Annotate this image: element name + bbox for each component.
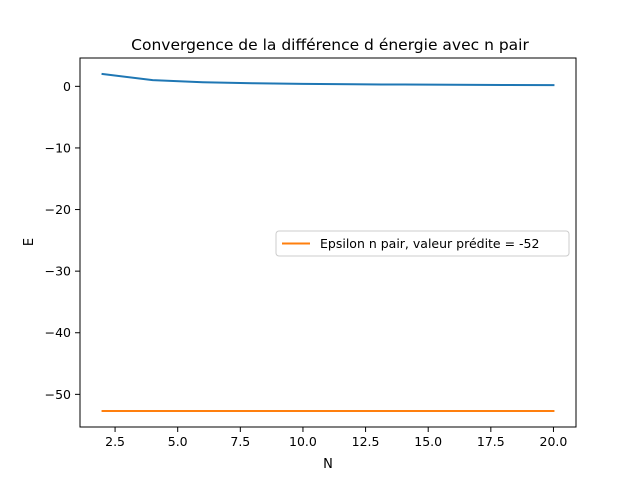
x-tick-label: 17.5 [477,434,505,449]
legend-box [275,230,570,257]
chart-title: Convergence de la différence d énergie a… [131,36,529,54]
x-axis: 2.5 5.0 7.5 10.0 12.5 15.0 17.5 20.0 [105,427,567,449]
y-tick-label: −40 [45,325,71,340]
x-tick-label: 5.0 [168,434,188,449]
series-layer [101,72,555,412]
series-line-0 [101,72,555,87]
y-tick-label: −20 [45,202,71,217]
x-axis-label: N [323,457,333,472]
x-tick-label: 20.0 [540,434,568,449]
y-tick-label: −30 [45,264,71,279]
x-tick-label: 12.5 [352,434,380,449]
legend-label: Epsilon n pair, valeur prédite = -52 [320,236,539,251]
y-axis-label: E [22,238,37,246]
x-tick-label: 15.0 [414,434,442,449]
x-tick-label: 2.5 [105,434,125,449]
y-tick-label: −50 [45,387,71,402]
x-tick-label: 10.0 [289,434,317,449]
y-tick-label: 0 [63,79,71,94]
x-tick-label: 7.5 [230,434,250,449]
legend: Epsilon n pair, valeur prédite = -52 [275,230,570,257]
y-tick-label: −10 [45,140,71,155]
y-axis: 0 −10 −20 −30 −40 −50 [45,79,80,402]
plot-frame [79,57,577,428]
